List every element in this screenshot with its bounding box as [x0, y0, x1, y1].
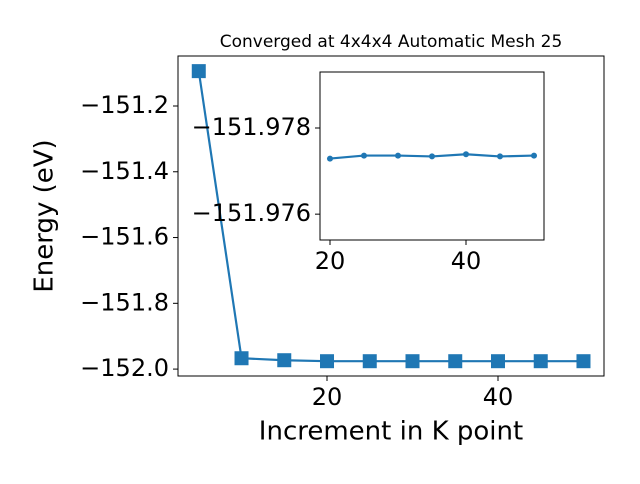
- marker: [394, 152, 401, 159]
- marker: [234, 351, 249, 366]
- x-tick-label: 20: [315, 247, 346, 275]
- y-tick-label: −151.976: [192, 199, 311, 227]
- y-tick-label: −151.8: [80, 288, 169, 316]
- y-tick-label: −152.0: [80, 354, 169, 382]
- x-tick-label: 40: [451, 247, 482, 275]
- marker: [191, 64, 206, 79]
- data-line: [197, 70, 584, 363]
- marker: [463, 151, 470, 158]
- marker: [360, 152, 367, 159]
- y-tick-label: −151.978: [192, 113, 311, 141]
- marker: [405, 354, 420, 369]
- marker: [362, 354, 377, 369]
- marker: [448, 354, 463, 369]
- y-tick-label: −151.4: [80, 157, 169, 185]
- y-axis-label: Energy (eV): [30, 139, 60, 292]
- x-axis-label: Increment in K point: [259, 417, 523, 447]
- chart-title: Converged at 4x4x4 Automatic Mesh 25: [220, 32, 563, 52]
- marker: [429, 153, 435, 160]
- marker: [576, 354, 591, 369]
- marker: [320, 354, 335, 369]
- marker: [490, 354, 505, 369]
- marker: [533, 354, 548, 369]
- y-tick-label: −151.2: [80, 91, 169, 119]
- marker: [326, 155, 333, 162]
- y-tick-label: −151.6: [80, 223, 169, 251]
- x-tick-label: 20: [312, 383, 343, 411]
- marker: [531, 152, 538, 159]
- x-tick-label: 40: [483, 383, 514, 411]
- marker: [277, 353, 292, 368]
- marker: [497, 153, 504, 160]
